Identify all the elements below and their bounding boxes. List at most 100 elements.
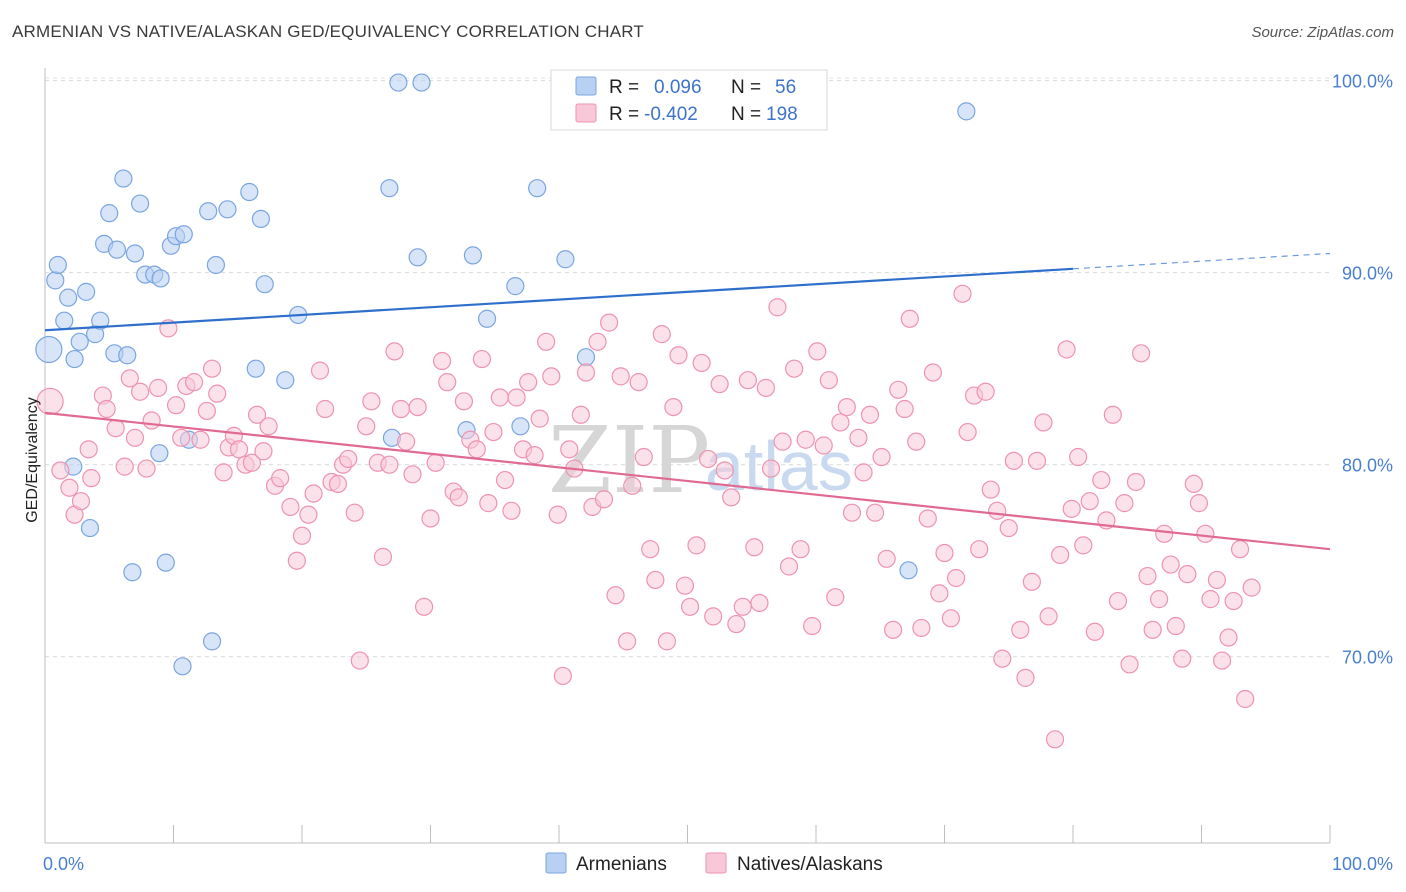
native-point [310,361,330,380]
native-point [606,586,625,605]
native-point [438,373,457,392]
native-point [191,430,210,449]
armenian-point [55,311,74,330]
native-point [1132,344,1151,363]
native-point [1236,689,1255,709]
legend-n-value-2: 198 [766,104,798,125]
native-point [502,501,521,520]
native-point [97,399,116,419]
armenian-point [125,244,145,263]
armenian-point [118,346,137,365]
native-point [634,447,653,467]
armenian-point [389,73,408,92]
native-point [292,526,312,545]
native-point [525,446,544,465]
native-point [1178,565,1197,584]
native-point [242,453,261,472]
native-point [738,371,757,390]
bottom-legend: Armenians Natives/Alaskans [545,852,883,875]
native-point [1069,447,1088,467]
native-point [860,405,880,424]
native-point [432,351,452,371]
native-point [866,503,885,522]
native-point [1004,451,1023,470]
native-point [657,632,677,651]
armenian-point [156,553,175,572]
gridlines [45,77,1330,658]
native-point [912,618,931,638]
native-point [414,597,434,616]
native-point [745,538,764,557]
native-point [548,505,567,524]
x-tick-label: 0.0% [43,854,84,874]
armenian-point [48,255,67,275]
native-point [106,419,125,438]
native-point [779,557,799,576]
native-point [1242,578,1261,597]
native-point [733,597,752,616]
native-point [454,392,474,411]
native-point [1166,616,1185,636]
native-point [826,588,845,607]
armenian-point [80,518,100,538]
source-label: Source: ZipAtlas.com [1251,24,1394,41]
native-point [125,428,145,447]
native-point [687,536,706,555]
native-point [316,399,335,419]
armenian-point [206,255,226,275]
y-axis-label: GED/Equivalency [24,397,41,522]
native-point [408,397,427,417]
native-point [773,432,792,451]
native-point [907,432,926,451]
native-point [854,463,873,482]
native-point [60,478,79,497]
native-point [756,378,775,397]
armenian-point [506,277,525,296]
native-point [1138,566,1157,586]
native-point [490,388,509,407]
native-point [970,540,989,559]
native-point [519,373,538,392]
native-point [271,469,290,488]
native-point [115,457,134,476]
native-point [1092,470,1111,490]
native-point [576,363,596,382]
native-point [611,367,630,386]
native-point [1045,730,1065,749]
native-point [993,649,1012,668]
native-point [1212,651,1232,670]
native-point [1155,524,1174,543]
legend-n-label-1: N = [731,77,761,98]
native-point [715,461,734,480]
native-point [988,501,1007,520]
native-point [930,584,949,603]
native-point [1039,607,1058,626]
native-point [79,440,98,459]
armenian-point [899,561,918,580]
armenian-point [240,182,259,202]
native-point [339,449,358,469]
native-point [588,332,607,351]
armenian-point [46,271,65,290]
native-point [357,417,376,436]
armenian-point [276,371,295,390]
armenian-point [380,179,399,198]
legend-r-label-1: R = [609,77,639,98]
native-point [722,488,741,507]
native-point [842,503,862,522]
native-point [981,480,1000,499]
native-point [350,651,369,670]
native-point [791,540,810,559]
axes [44,68,1331,844]
native-point [1022,572,1041,591]
armenian-point [77,282,96,301]
native-point [197,401,217,421]
native-point [71,492,91,511]
native-point [883,620,903,639]
native-point [976,382,995,401]
armenian-point [151,269,170,288]
native-point [391,399,411,419]
armenian-point [477,309,497,328]
native-trend-line [44,411,1331,551]
